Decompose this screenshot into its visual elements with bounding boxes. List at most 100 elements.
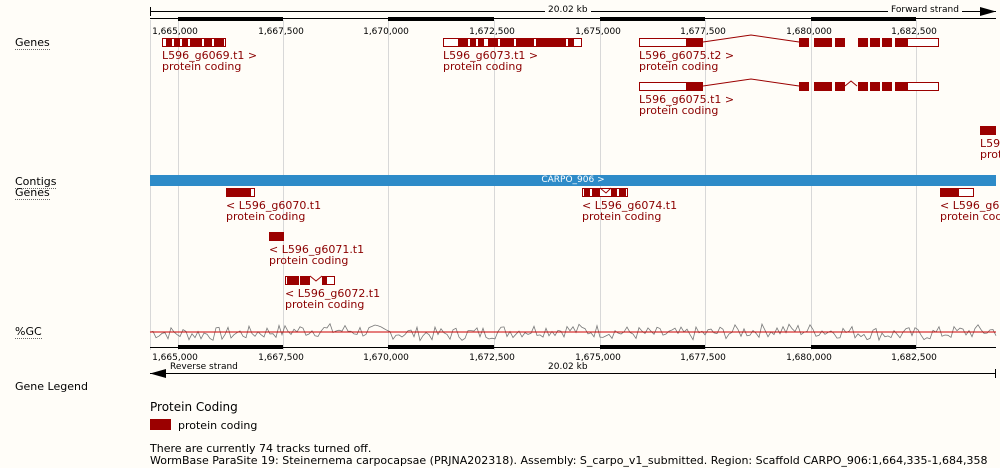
gene-exon xyxy=(686,38,702,47)
gene-biotype: protein coding xyxy=(226,210,306,223)
gene-name[interactable]: < L596_g60 xyxy=(940,199,1000,212)
length-label: 20.02 kb xyxy=(545,5,591,15)
tick-label: 1,665,000 xyxy=(152,353,198,363)
tracks-off-notice: There are currently 74 tracks turned off… xyxy=(150,442,372,455)
gene-exon xyxy=(611,188,617,197)
gene-name[interactable]: L596_g6075.t1 > xyxy=(639,93,735,106)
gene-exon xyxy=(584,188,590,197)
gene-exon xyxy=(814,82,832,91)
legend-swatch xyxy=(150,419,171,430)
gene-name[interactable]: < L596_g6071.t1 xyxy=(269,243,365,256)
gene-exon xyxy=(174,38,180,47)
gene-utr xyxy=(907,38,939,47)
gene-utr xyxy=(639,82,703,91)
track-label-contigs[interactable]: Contigs xyxy=(15,175,57,189)
gene-exon xyxy=(882,38,892,47)
gene-utr xyxy=(326,276,335,285)
gene-exon xyxy=(799,82,809,91)
intron-line xyxy=(702,34,800,43)
reverse-arrow-icon xyxy=(150,369,166,378)
gene-name[interactable]: L596_g6073.t1 > xyxy=(443,49,539,62)
tick-label: 1,677,500 xyxy=(680,27,726,37)
scale-line xyxy=(150,347,996,348)
scale-block xyxy=(811,345,916,349)
tick-label: 1,665,000 xyxy=(152,27,198,37)
gene-exon xyxy=(478,38,484,47)
tick-label: 1,672,500 xyxy=(469,27,515,37)
length-bar xyxy=(150,373,996,374)
tick-label: 1,667,500 xyxy=(258,353,304,363)
gene-name[interactable]: < L596_g6070.t1 xyxy=(226,199,322,212)
intron-line xyxy=(844,80,858,87)
gene-name[interactable]: L596_g6075.t2 > xyxy=(639,49,735,62)
gene-name[interactable]: L59 xyxy=(980,137,1000,150)
gene-exon xyxy=(488,38,498,47)
tick-label: 1,682,500 xyxy=(891,353,937,363)
tick-label: 1,677,500 xyxy=(680,353,726,363)
tick-label: 1,670,000 xyxy=(363,27,409,37)
gene-biotype: protein coding xyxy=(639,60,719,73)
length-bar-end xyxy=(995,369,996,378)
gene-exon xyxy=(980,126,996,135)
gc-plot xyxy=(149,322,997,342)
gene-exon xyxy=(858,38,868,47)
gene-utr xyxy=(907,82,939,91)
track-label-genes-reverse[interactable]: Genes xyxy=(15,186,50,200)
gene-exon xyxy=(870,82,880,91)
intron-line xyxy=(599,187,612,194)
track-label-gc[interactable]: %GC xyxy=(15,325,42,339)
gene-exon xyxy=(870,38,880,47)
gene-exon xyxy=(814,38,832,47)
gene-exon xyxy=(182,38,188,47)
gene-name[interactable]: L596_g6069.t1 > xyxy=(162,49,258,62)
tick-label: 1,675,000 xyxy=(575,353,621,363)
gene-exon xyxy=(895,82,907,91)
gene-biotype: protein coding xyxy=(940,210,1000,223)
gene-exon xyxy=(536,38,566,47)
gene-biotype: protein coding xyxy=(639,104,719,117)
gene-exon xyxy=(500,38,514,47)
gene-exon xyxy=(940,188,958,197)
gene-exon xyxy=(166,38,172,47)
gene-biotype: protein coding xyxy=(443,60,523,73)
tick-label: 1,682,500 xyxy=(891,27,937,37)
scale-block xyxy=(178,345,283,349)
length-label: 20.02 kb xyxy=(545,362,591,372)
track-label-genes-forward[interactable]: Genes xyxy=(15,36,50,50)
gene-biotype: prot xyxy=(980,148,1000,161)
tick-label: 1,675,000 xyxy=(575,27,621,37)
strand-label: Reverse strand xyxy=(167,362,241,372)
scale-block xyxy=(178,17,283,21)
gene-exon xyxy=(458,38,468,47)
gene-exon xyxy=(204,38,212,47)
scale-block xyxy=(600,345,705,349)
gc-content-line xyxy=(149,322,997,342)
tick-label: 1,680,000 xyxy=(786,27,832,37)
gene-name[interactable]: < L596_g6072.t1 xyxy=(285,287,381,300)
gene-exon xyxy=(287,276,298,285)
gene-exon xyxy=(568,38,574,47)
gene-utr xyxy=(639,38,703,47)
scale-block xyxy=(600,17,705,21)
gene-exon xyxy=(835,82,845,91)
gene-name[interactable]: < L596_g6074.t1 xyxy=(582,199,678,212)
gene-exon xyxy=(300,276,310,285)
gene-exon xyxy=(214,38,224,47)
region-info: WormBase ParaSite 19: Steinernema carpoc… xyxy=(150,454,988,467)
gene-exon xyxy=(190,38,202,47)
gene-exon xyxy=(226,188,251,197)
gene-exon xyxy=(269,232,284,241)
legend-item-label: protein coding xyxy=(178,419,258,432)
intron-line xyxy=(309,275,323,282)
strand-label: Forward strand xyxy=(888,5,962,15)
contig-bar[interactable]: CARPO_906 > xyxy=(150,175,996,186)
scale-block xyxy=(388,17,494,21)
gene-exon xyxy=(516,38,534,47)
gene-exon xyxy=(619,188,626,197)
gene-biotype: protein coding xyxy=(269,254,349,267)
legend-title: Protein Coding xyxy=(150,400,238,414)
track-label-legend: Gene Legend xyxy=(15,380,88,393)
gene-exon xyxy=(858,82,868,91)
length-bar-start xyxy=(150,7,151,16)
intron-line xyxy=(702,78,800,87)
